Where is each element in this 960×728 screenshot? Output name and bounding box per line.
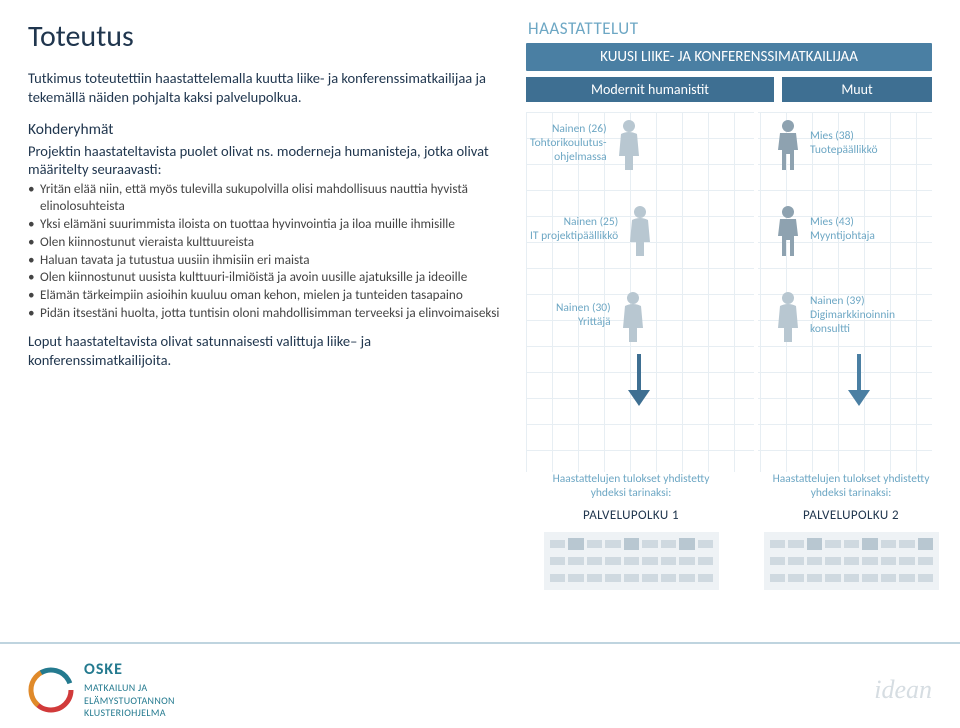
oske-text: OSKE MATKAILUN JA ELÄMYSTUOTANNON KLUSTE… [84, 660, 175, 720]
person-label: Mies (38)Tuotepäällikkö [810, 130, 878, 158]
tab-muut: Muut [782, 77, 932, 102]
person-p4: Mies (38)Tuotepäällikkö [772, 118, 878, 170]
oske-line2: ELÄMYSTUOTANNON [84, 694, 175, 707]
person-p1: Nainen (26)Tohtorikoulutus-ohjelmassa [530, 118, 645, 170]
oske-line1: MATKAILUN JA [84, 681, 147, 694]
results-area: Haastattelujen tulokset yhdistetty yhdek… [526, 472, 932, 632]
page: Toteutus Tutkimus toteutettiin haastatte… [0, 0, 960, 632]
bullet-item: Pidän itsestäni huolta, jotta tuntisin o… [28, 305, 508, 322]
down-arrow-icon [848, 390, 870, 406]
oske-logo-icon [28, 667, 74, 713]
oske-brand-name: OSKE [84, 660, 175, 680]
bullet-item: Yritän elää niin, että myös tulevilla su… [28, 181, 508, 215]
person-label: Nainen (25)IT projektipäällikkö [530, 216, 618, 244]
result-text-1: Haastattelujen tulokset yhdistetty yhdek… [546, 472, 716, 501]
person-label: Nainen (26)Tohtorikoulutus-ohjelmassa [530, 123, 607, 164]
closing-text: Loput haastateltavista olivat satunnaise… [28, 332, 508, 369]
tabs: Modernit humanistit Muut [526, 77, 932, 102]
page-title: Toteutus [28, 18, 508, 55]
left-column: Toteutus Tutkimus toteutettiin haastatte… [28, 18, 508, 632]
result-title-2: PALVELUPOLKU 2 [766, 508, 936, 523]
person-label: Nainen (30)Yrittäjä [556, 302, 611, 330]
oske-line3: KLUSTERIOHJELMA [84, 706, 166, 719]
person-label: Nainen (39)Digimarkkinoinninkonsultti [810, 295, 895, 336]
bullet-item: Olen kiinnostunut vieraista kulttuureist… [28, 234, 508, 251]
column-separator [754, 112, 758, 472]
bullet-item: Elämän tärkeimpiin asioihin kuuluu oman … [28, 287, 508, 304]
bullet-item: Olen kiinnostunut uusista kulttuuri-ilmi… [28, 269, 508, 286]
footer: OSKE MATKAILUN JA ELÄMYSTUOTANNON KLUSTE… [0, 642, 960, 728]
bullet-item: Yksi elämäni suurimmista iloista on tuot… [28, 216, 508, 233]
subhead-body: Projektin haastateltavista puolet olivat… [28, 142, 508, 179]
result-text-2: Haastattelujen tulokset yhdistetty yhdek… [766, 472, 936, 501]
person-p5: Mies (43)Myyntijohtaja [772, 204, 875, 256]
result-title-1: PALVELUPOLKU 1 [546, 508, 716, 523]
tab-modernit: Modernit humanistit [526, 77, 774, 102]
people-grid: Nainen (26)Tohtorikoulutus-ohjelmassa Nai… [526, 112, 932, 472]
banner: KUUSI LIIKE- JA KONFERENSSIMATKAILIJAA [526, 43, 932, 71]
person-label: Mies (43)Myyntijohtaja [810, 216, 875, 244]
journey-2 [764, 532, 939, 590]
person-p3: Nainen (30)Yrittäjä [556, 290, 649, 342]
intro-text: Tutkimus toteutettiin haastattelemalla k… [28, 69, 508, 106]
subhead-title: Kohderyhmät [28, 120, 508, 140]
person-p6: Nainen (39)Digimarkkinoinninkonsultti [772, 290, 895, 342]
idean-logo: idean [874, 675, 932, 705]
down-arrow-icon [628, 390, 650, 406]
right-title: HAASTATTELUT [528, 18, 932, 39]
journey-1 [544, 532, 719, 590]
right-column: HAASTATTELUT KUUSI LIIKE- JA KONFERENSSI… [526, 18, 932, 632]
oske-brand: OSKE MATKAILUN JA ELÄMYSTUOTANNON KLUSTE… [28, 660, 175, 720]
bullet-list: Yritän elää niin, että myös tulevilla su… [28, 181, 508, 322]
person-p2: Nainen (25)IT projektipäällikkö [530, 204, 656, 256]
bullet-item: Haluan tavata ja tutustua uusiin ihmisii… [28, 252, 508, 269]
